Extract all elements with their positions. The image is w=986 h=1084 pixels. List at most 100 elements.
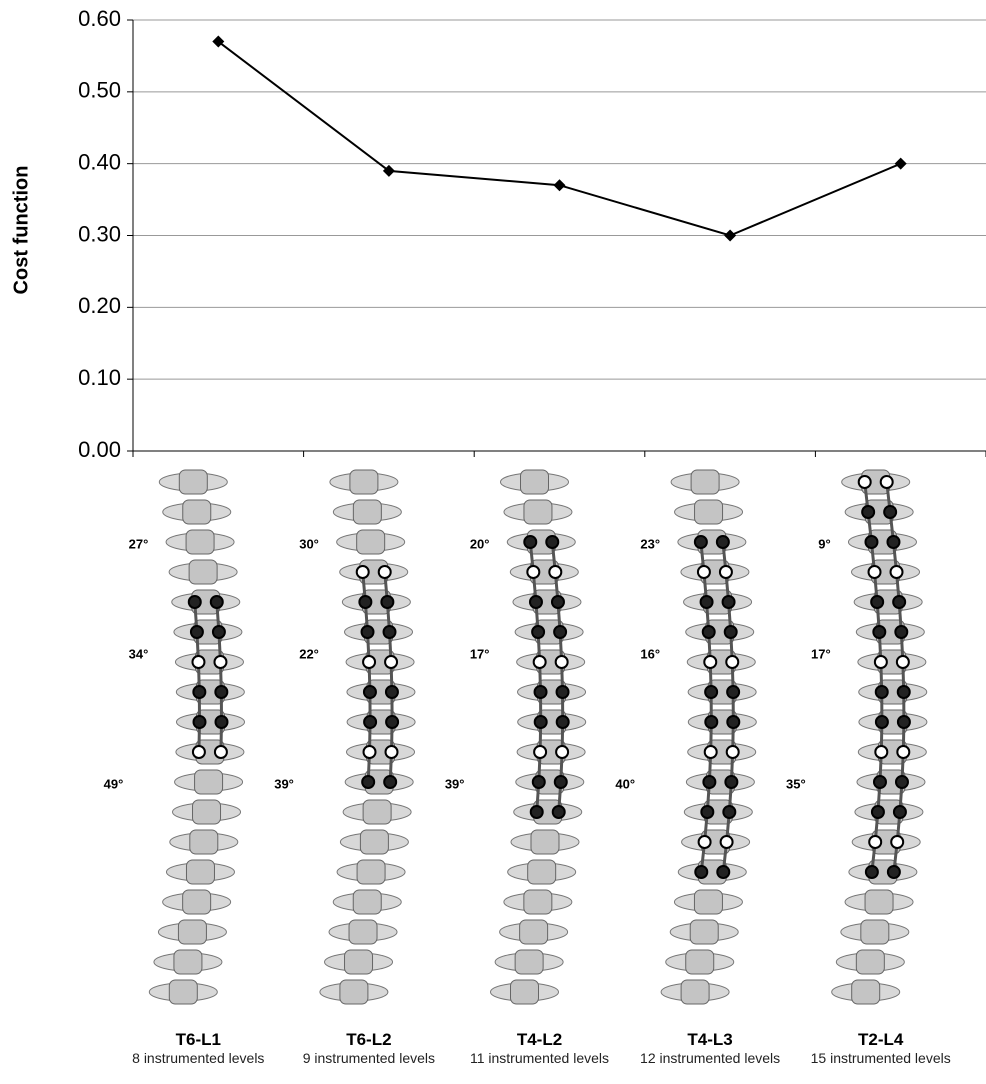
screw [703, 655, 718, 669]
screw [213, 745, 228, 759]
screw [718, 565, 733, 579]
spine-illustration [660, 469, 757, 1005]
screw [896, 685, 911, 699]
screw [704, 685, 719, 699]
curve-angle: 39° [274, 776, 294, 791]
category-label: T4-L3 [687, 1030, 733, 1049]
screw [721, 595, 736, 609]
vertebra-body [694, 499, 724, 525]
curve-angle: 22° [299, 646, 319, 661]
screw [533, 685, 548, 699]
screw [716, 865, 731, 879]
vertebra-body [178, 469, 208, 495]
screw [363, 715, 378, 729]
screw [704, 715, 719, 729]
screw [358, 595, 373, 609]
vertebra-body [177, 919, 207, 945]
screw [726, 715, 741, 729]
screw [896, 745, 911, 759]
screw [892, 805, 907, 819]
vertebra-body [339, 979, 369, 1005]
y-tick-label: 0.40 [78, 149, 121, 174]
screw [715, 535, 730, 549]
screw [701, 625, 716, 639]
screw [874, 715, 889, 729]
screw [873, 655, 888, 669]
instrumented-levels: 9 instrumented levels [302, 1050, 436, 1066]
screw [697, 835, 712, 849]
screw [726, 685, 741, 699]
spine-illustration [831, 469, 928, 1005]
instrumented-levels: 15 instrumented levels [810, 1050, 951, 1066]
vertebra-body [188, 559, 218, 585]
screw [384, 655, 399, 669]
screw [694, 865, 709, 879]
screw [861, 505, 876, 519]
screw [867, 565, 882, 579]
screw [868, 835, 883, 849]
vertebra-body [851, 979, 881, 1005]
category-label: T2-L4 [858, 1030, 904, 1049]
category-label: T6-L2 [346, 1030, 392, 1049]
screw [872, 625, 887, 639]
spine-illustration [319, 469, 416, 1005]
vertebra-body [527, 859, 557, 885]
vertebra-body [523, 889, 553, 915]
screw [723, 625, 738, 639]
vertebra-body [185, 529, 215, 555]
vertebra-body [194, 769, 224, 795]
screw [384, 745, 399, 759]
screw [214, 715, 229, 729]
category-label: T6-L1 [175, 1030, 221, 1049]
screw [385, 715, 400, 729]
vertebra-body [168, 979, 198, 1005]
screw [725, 745, 740, 759]
screw [693, 535, 708, 549]
screw [896, 715, 911, 729]
vertebra-body [344, 949, 374, 975]
screw [895, 655, 910, 669]
marker [212, 35, 225, 48]
category-label: T4-L2 [516, 1030, 563, 1049]
screw [702, 775, 717, 789]
screw [526, 565, 541, 579]
screw [874, 685, 889, 699]
curve-angle: 23° [640, 536, 660, 551]
screw [383, 775, 398, 789]
curve-angle: 39° [445, 776, 465, 791]
vertebra-body [690, 469, 720, 495]
screw [724, 775, 739, 789]
vertebra-body [173, 949, 203, 975]
screw [725, 655, 740, 669]
screw [719, 835, 734, 849]
instrumented-levels: 12 instrumented levels [640, 1050, 781, 1066]
screw [555, 685, 570, 699]
screw [857, 475, 872, 489]
curve-angle: 9° [818, 536, 830, 551]
vertebra-body [359, 829, 389, 855]
screw [380, 595, 395, 609]
curve-angle: 20° [470, 536, 490, 551]
screw [890, 835, 905, 849]
curve-angle: 35° [786, 776, 806, 791]
screw [555, 745, 570, 759]
curve-angle: 34° [129, 646, 149, 661]
screw [531, 625, 546, 639]
vertebra-body [182, 889, 212, 915]
screw [531, 775, 546, 789]
screw [533, 745, 548, 759]
screw [362, 745, 377, 759]
marker [724, 229, 737, 242]
screw [879, 475, 894, 489]
vertebra-body [349, 469, 379, 495]
marker [894, 157, 907, 170]
screw [214, 685, 229, 699]
vertebra-body [352, 889, 382, 915]
screw [551, 805, 566, 819]
screw [555, 715, 570, 729]
y-tick-label: 0.30 [78, 221, 121, 246]
vertebra-body [519, 919, 549, 945]
vertebra-body [514, 949, 544, 975]
